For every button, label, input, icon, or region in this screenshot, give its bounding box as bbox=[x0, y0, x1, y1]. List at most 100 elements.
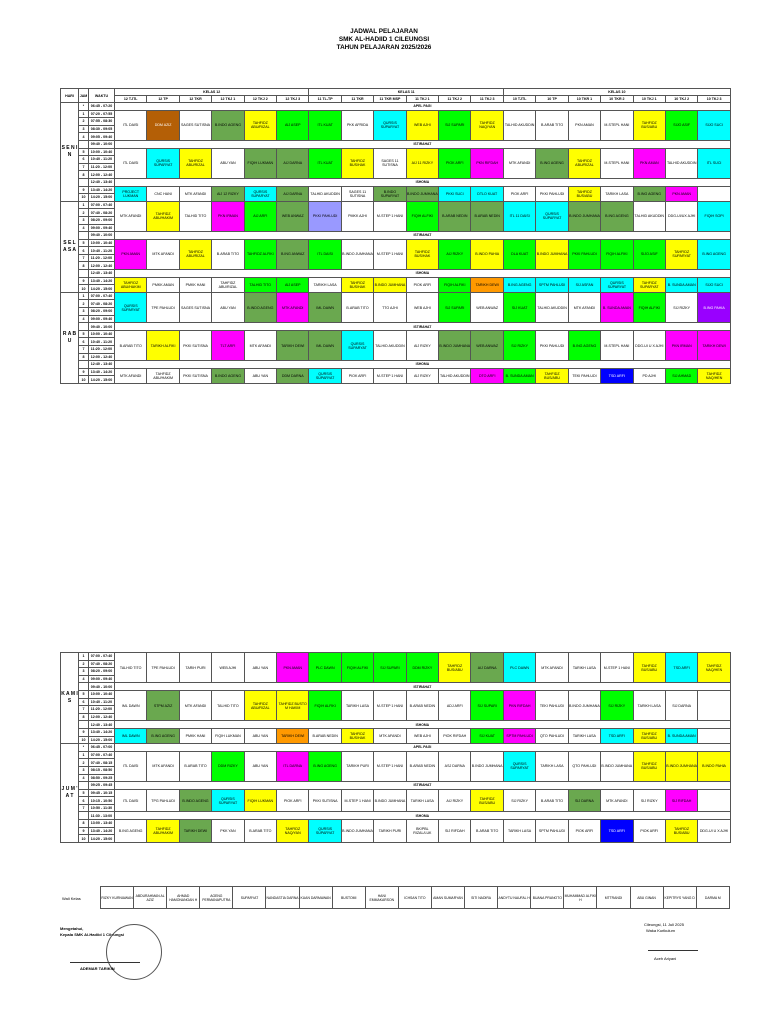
period-time: 14:20 - 15:00 bbox=[88, 834, 115, 843]
lesson-cell: PMKK HANI bbox=[178, 276, 213, 293]
period-number bbox=[78, 139, 89, 149]
lesson-cell: PLC DAWN bbox=[502, 651, 537, 684]
schedule-row: 09:40 - 10:00 ISTIRAHAT bbox=[61, 322, 731, 331]
lesson-cell: AIJ ASEP bbox=[276, 109, 310, 141]
lesson-cell: ABU YAN bbox=[243, 367, 278, 384]
period-time: 09:40 - 10:00 bbox=[88, 322, 115, 331]
lesson-cell: ABU YAN bbox=[211, 147, 245, 179]
lesson-cell: SPTM PAHLUDI bbox=[502, 727, 537, 745]
lesson-cell: PKN RIFDAH bbox=[470, 147, 504, 179]
lesson-cell: B.INDO AGENG bbox=[211, 367, 245, 384]
period-time: 10:40 - 11:20 bbox=[88, 697, 115, 707]
period-time: 12:00 - 12:40 bbox=[88, 261, 115, 271]
lesson-cell: PKN AMAN bbox=[276, 651, 310, 684]
period-number: 6 bbox=[78, 246, 89, 255]
lesson-cell: AIJ DARNA bbox=[276, 185, 310, 202]
lesson-cell: PKN AMAN bbox=[567, 109, 602, 141]
signature-right bbox=[648, 950, 698, 951]
lesson-cell: SIJ RIZKY bbox=[664, 291, 699, 324]
period-number: 6 bbox=[78, 796, 89, 805]
wali-kelas-row: RIZKY KURNIAWAN ABDURAHMAN AL AZIZ AHMAD H… bbox=[99, 886, 731, 909]
period-number: 9 bbox=[78, 276, 89, 286]
schedule-row: 5 10:00 - 10:40 B.ARAB TITO TARIKH ALFIKI PK… bbox=[61, 329, 731, 362]
lesson-cell: PKKI SUCI bbox=[438, 185, 472, 202]
class-header: 10 TKR 1 bbox=[567, 95, 602, 103]
schedule-row: 5 10:00 - 10:40 PKN AMAN MTK AFANDI TAHFIDZ … bbox=[61, 238, 731, 271]
break-istirahat: ISTIRAHAT bbox=[114, 682, 731, 691]
lesson-cell: B.ARAB TITO bbox=[535, 788, 569, 813]
period-number: 2 bbox=[78, 659, 89, 669]
lesson-cell: B. SUNDA AMAN bbox=[502, 367, 537, 384]
period-time: 10:40 - 11:20 bbox=[88, 337, 115, 346]
lesson-cell: TAHFIDZ BUS/ABU bbox=[470, 788, 504, 813]
lesson-cell: TARIKH PURI bbox=[373, 819, 407, 843]
lesson-cell: AIJ 12 RIZKY bbox=[211, 185, 245, 202]
class-header: 10 TKJ 1 bbox=[632, 95, 666, 103]
lesson-cell: B.ARAB TITO bbox=[211, 238, 245, 271]
period-number: 10 bbox=[78, 834, 89, 843]
schedule-row: 1 07:00 - 07:40 ITL DAISI MTK AFANDI B.ARAB … bbox=[61, 750, 731, 783]
lesson-cell: TALHID TITO bbox=[211, 689, 245, 722]
period-number: 7 bbox=[78, 253, 89, 263]
break-ishoma: ISHOMA bbox=[114, 720, 731, 729]
lesson-cell: TPG PAHLUDI bbox=[146, 788, 180, 813]
day-name: J U M ' A T bbox=[60, 743, 79, 843]
lesson-cell: PKKI PAHLUDI bbox=[535, 185, 569, 202]
lesson-cell: WEB ANWAZ bbox=[470, 291, 504, 324]
lesson-cell: QURSIS SUPARYAT bbox=[146, 147, 180, 179]
lesson-cell: SAGES SUTISNA bbox=[178, 109, 213, 141]
break-istirahat: ISTIRAHAT bbox=[114, 322, 731, 331]
period-number bbox=[78, 781, 89, 790]
lesson-cell: SIJ AHMAD bbox=[664, 367, 699, 384]
period-time: 12:00 - 12:40 bbox=[88, 170, 115, 179]
period-number bbox=[78, 177, 89, 187]
lesson-cell: TARIKH DEWI bbox=[470, 276, 504, 293]
day-name: S E L A S A bbox=[60, 200, 79, 293]
period-number: 7 bbox=[78, 705, 89, 714]
class-header: 10 TP bbox=[535, 95, 569, 103]
period-number: 5 bbox=[78, 147, 89, 157]
lesson-cell: FIQIH ALFIKI bbox=[340, 651, 375, 684]
lesson-cell: B.INDO JUMHANA bbox=[405, 185, 440, 202]
schedule-row: 9 13:40 - 14:20 TAHFIDZ ABU/HAKIM PMKK AMAN… bbox=[61, 276, 731, 293]
lesson-cell: MTK AFANDI bbox=[600, 788, 634, 813]
lesson-cell: B.ING AGENG bbox=[502, 276, 537, 293]
schedule-row: 09:25 - 09:45 ISTIRAHAT bbox=[61, 781, 731, 790]
period-number: * bbox=[78, 743, 89, 752]
lesson-cell: SIJ RIZKY bbox=[600, 689, 634, 722]
lesson-cell: M-STEP 1 HANI bbox=[600, 651, 634, 684]
lesson-cell: TAHFIDZ BUS/ABU bbox=[632, 651, 666, 684]
lesson-cell: B.INDO JUMHANA bbox=[567, 689, 602, 722]
lesson-cell: TSD ARFI bbox=[600, 367, 634, 384]
lesson-cell: FIQIH ALFIKI bbox=[438, 276, 472, 293]
period-time: 09:40 - 10:00 bbox=[88, 682, 115, 691]
lesson-cell: B.ARAB TITO bbox=[113, 329, 148, 362]
lesson-cell: TAHFIDZ NAQ/HEN bbox=[697, 367, 731, 384]
period-number: 9 bbox=[78, 185, 89, 195]
lesson-cell: TAHFIDZ NAQ/HEN bbox=[697, 651, 731, 684]
lesson-cell: SIJO SUCI bbox=[697, 109, 731, 141]
wali-name: MUHAMMAD ALFIKI H bbox=[563, 886, 598, 909]
class-header: 10 TJTL bbox=[502, 95, 537, 103]
lesson-cell: B.INDO PAHIA bbox=[470, 238, 504, 271]
lesson-cell: M-STEP 1 HANI bbox=[373, 750, 407, 783]
lesson-cell: TALHID TITO bbox=[113, 651, 148, 684]
period-number: 2 bbox=[78, 117, 89, 126]
lesson-cell: MTK AFANDI bbox=[178, 185, 213, 202]
lesson-cell: AIJ RIZKY bbox=[405, 367, 440, 384]
lesson-cell: B.INDO JUMHANA bbox=[535, 238, 569, 271]
lesson-cell: B.ARAB NEDIN bbox=[438, 200, 472, 233]
schedule-row: 11:30 - 13:00 ISHOMA bbox=[61, 811, 731, 821]
period-time: 10:15 - 10:50 bbox=[88, 796, 115, 805]
lesson-cell: TAHFIDZ BUS/HAK bbox=[340, 147, 375, 179]
period-time: 11:30 - 13:00 bbox=[88, 811, 115, 821]
lesson-cell: TEKI PAHLUDI bbox=[567, 367, 602, 384]
period-number: 10 bbox=[78, 735, 89, 745]
lesson-cell: PIOK ARFI bbox=[502, 185, 537, 202]
lesson-cell: TARIKH LASA bbox=[567, 651, 602, 684]
lesson-cell: DTO ARFI bbox=[470, 367, 504, 384]
lesson-cell: FIQIH ALFIKI bbox=[632, 291, 666, 324]
lesson-cell: SIJO ASIF bbox=[632, 238, 666, 271]
lesson-cell: PD AJHI bbox=[632, 367, 666, 384]
lesson-cell: PKKI PAHLUDI bbox=[308, 200, 342, 233]
